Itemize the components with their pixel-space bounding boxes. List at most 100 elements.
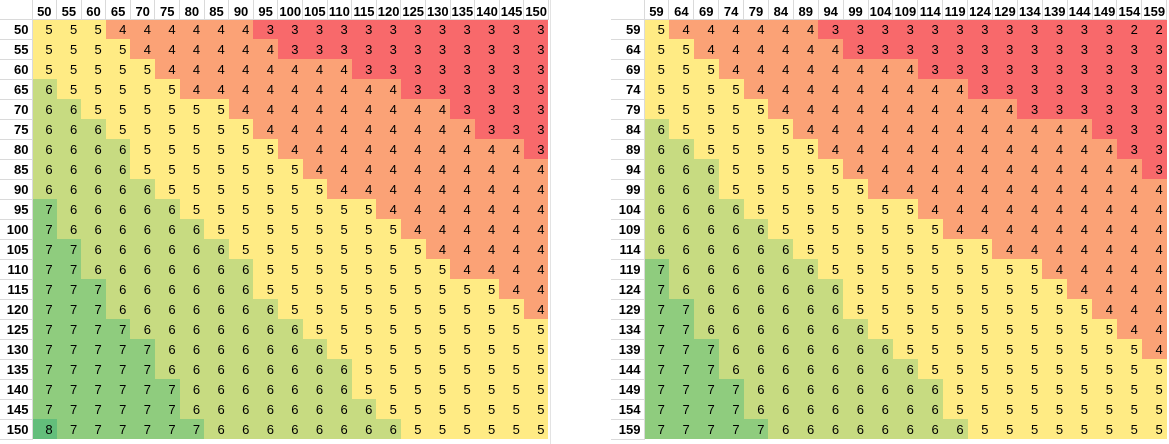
left-value-cell[interactable]: 5 bbox=[32, 59, 57, 79]
left-value-cell[interactable]: 4 bbox=[474, 239, 500, 259]
left-value-cell[interactable]: 6 bbox=[204, 279, 229, 299]
left-value-cell[interactable]: 3 bbox=[302, 39, 328, 59]
left-value-cell[interactable]: 6 bbox=[130, 179, 155, 199]
left-value-cell[interactable]: 5 bbox=[105, 59, 131, 79]
right-value-cell[interactable]: 7 bbox=[743, 419, 769, 439]
left-row-header[interactable]: 85 bbox=[0, 159, 33, 180]
right-value-cell[interactable]: 4 bbox=[967, 199, 993, 219]
right-value-cell[interactable]: 5 bbox=[768, 139, 794, 159]
left-value-cell[interactable]: 4 bbox=[523, 159, 549, 179]
left-value-cell[interactable]: 4 bbox=[425, 179, 451, 199]
right-value-cell[interactable]: 7 bbox=[668, 399, 694, 419]
left-value-cell[interactable]: 3 bbox=[499, 79, 524, 99]
left-value-cell[interactable]: 7 bbox=[56, 419, 82, 439]
right-value-cell[interactable]: 5 bbox=[868, 279, 893, 299]
left-value-cell[interactable]: 5 bbox=[474, 399, 500, 419]
left-value-cell[interactable]: 5 bbox=[450, 359, 475, 379]
left-value-cell[interactable]: 6 bbox=[204, 299, 229, 319]
right-row-header[interactable]: 59 bbox=[611, 19, 645, 40]
right-value-cell[interactable]: 4 bbox=[1116, 179, 1142, 199]
right-value-cell[interactable]: 4 bbox=[743, 79, 769, 99]
left-value-cell[interactable]: 6 bbox=[228, 299, 254, 319]
left-value-cell[interactable]: 4 bbox=[204, 79, 229, 99]
right-value-cell[interactable]: 4 bbox=[942, 139, 968, 159]
left-value-cell[interactable]: 5 bbox=[130, 99, 155, 119]
left-value-cell[interactable]: 3 bbox=[351, 59, 377, 79]
left-value-cell[interactable]: 5 bbox=[277, 199, 303, 219]
left-value-cell[interactable]: 5 bbox=[56, 39, 82, 59]
right-value-cell[interactable]: 3 bbox=[1141, 139, 1167, 159]
left-value-cell[interactable]: 7 bbox=[32, 299, 57, 319]
right-value-cell[interactable]: 5 bbox=[718, 159, 744, 179]
right-value-cell[interactable]: 3 bbox=[942, 19, 968, 39]
right-value-cell[interactable]: 5 bbox=[818, 259, 844, 279]
right-value-cell[interactable]: 3 bbox=[1092, 99, 1117, 119]
right-value-cell[interactable]: 6 bbox=[768, 319, 794, 339]
left-value-cell[interactable]: 3 bbox=[499, 19, 524, 39]
left-value-cell[interactable]: 4 bbox=[450, 159, 475, 179]
left-value-cell[interactable]: 5 bbox=[450, 299, 475, 319]
right-column-header[interactable]: 69 bbox=[693, 0, 720, 20]
left-value-cell[interactable]: 5 bbox=[228, 159, 254, 179]
left-value-cell[interactable]: 5 bbox=[154, 179, 180, 199]
right-value-cell[interactable]: 6 bbox=[793, 259, 819, 279]
left-value-cell[interactable]: 6 bbox=[253, 419, 278, 439]
left-value-cell[interactable]: 5 bbox=[105, 79, 131, 99]
right-value-cell[interactable]: 5 bbox=[1067, 399, 1093, 419]
left-value-cell[interactable]: 6 bbox=[204, 259, 229, 279]
left-column-header[interactable]: 80 bbox=[179, 0, 205, 20]
right-value-cell[interactable]: 4 bbox=[1017, 139, 1043, 159]
right-value-cell[interactable]: 5 bbox=[668, 119, 694, 139]
right-value-cell[interactable]: 4 bbox=[768, 39, 794, 59]
left-column-header[interactable]: 140 bbox=[474, 0, 500, 20]
right-value-cell[interactable]: 5 bbox=[668, 59, 694, 79]
left-value-cell[interactable]: 6 bbox=[154, 239, 180, 259]
right-value-cell[interactable]: 5 bbox=[992, 299, 1018, 319]
left-value-cell[interactable]: 4 bbox=[253, 119, 278, 139]
right-value-cell[interactable]: 4 bbox=[992, 119, 1018, 139]
right-value-cell[interactable]: 5 bbox=[942, 359, 968, 379]
left-value-cell[interactable]: 4 bbox=[523, 239, 549, 259]
left-value-cell[interactable]: 5 bbox=[302, 319, 328, 339]
right-value-cell[interactable]: 7 bbox=[668, 419, 694, 439]
right-value-cell[interactable]: 6 bbox=[892, 399, 918, 419]
left-value-cell[interactable]: 7 bbox=[105, 379, 131, 399]
left-value-cell[interactable]: 4 bbox=[327, 139, 352, 159]
left-value-cell[interactable]: 6 bbox=[105, 159, 131, 179]
left-value-cell[interactable]: 7 bbox=[130, 339, 155, 359]
right-value-cell[interactable]: 4 bbox=[1042, 219, 1068, 239]
left-value-cell[interactable]: 4 bbox=[474, 259, 500, 279]
right-value-cell[interactable]: 5 bbox=[942, 279, 968, 299]
right-value-cell[interactable]: 6 bbox=[843, 419, 869, 439]
left-value-cell[interactable]: 5 bbox=[450, 399, 475, 419]
right-value-cell[interactable]: 5 bbox=[1042, 299, 1068, 319]
left-value-cell[interactable]: 4 bbox=[277, 119, 303, 139]
left-value-cell[interactable]: 5 bbox=[450, 279, 475, 299]
right-value-cell[interactable]: 5 bbox=[1141, 379, 1167, 399]
right-value-cell[interactable]: 4 bbox=[793, 39, 819, 59]
left-value-cell[interactable]: 6 bbox=[130, 319, 155, 339]
right-value-cell[interactable]: 5 bbox=[967, 259, 993, 279]
right-value-cell[interactable]: 3 bbox=[1067, 39, 1093, 59]
left-value-cell[interactable]: 5 bbox=[302, 299, 328, 319]
right-value-cell[interactable]: 7 bbox=[644, 279, 669, 299]
left-value-cell[interactable]: 5 bbox=[400, 239, 426, 259]
left-value-cell[interactable]: 4 bbox=[425, 139, 451, 159]
right-value-cell[interactable]: 6 bbox=[668, 199, 694, 219]
right-value-cell[interactable]: 3 bbox=[992, 39, 1018, 59]
left-value-cell[interactable]: 6 bbox=[179, 339, 205, 359]
left-value-cell[interactable]: 5 bbox=[351, 199, 377, 219]
left-value-cell[interactable]: 5 bbox=[376, 219, 401, 239]
left-value-cell[interactable]: 4 bbox=[351, 119, 377, 139]
left-value-cell[interactable]: 5 bbox=[228, 199, 254, 219]
left-value-cell[interactable]: 7 bbox=[32, 199, 57, 219]
right-value-cell[interactable]: 4 bbox=[818, 59, 844, 79]
right-value-cell[interactable]: 5 bbox=[1092, 359, 1117, 379]
left-value-cell[interactable]: 5 bbox=[179, 159, 205, 179]
right-value-cell[interactable]: 5 bbox=[868, 219, 893, 239]
right-value-cell[interactable]: 6 bbox=[818, 319, 844, 339]
right-value-cell[interactable]: 6 bbox=[693, 179, 719, 199]
left-value-cell[interactable]: 4 bbox=[450, 259, 475, 279]
left-value-cell[interactable]: 3 bbox=[351, 19, 377, 39]
right-value-cell[interactable]: 6 bbox=[818, 379, 844, 399]
